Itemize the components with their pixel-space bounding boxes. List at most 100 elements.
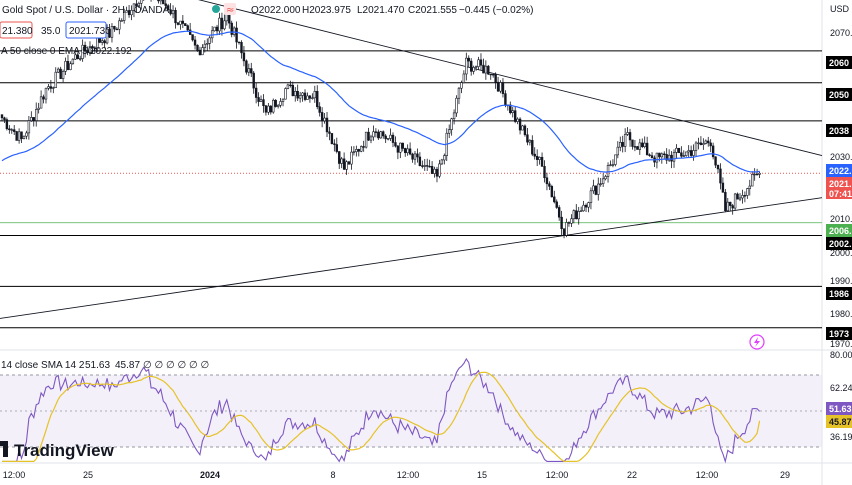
market-status-icon <box>212 5 220 13</box>
rsi-tick: 36.19 <box>830 432 852 442</box>
candle <box>32 117 35 127</box>
candle <box>342 152 346 171</box>
candle <box>306 92 309 101</box>
candle <box>140 0 143 10</box>
candle <box>86 46 89 56</box>
candle <box>301 91 304 102</box>
candle <box>122 8 126 24</box>
candle <box>3 116 6 124</box>
candles <box>0 0 761 239</box>
buy-button[interactable] <box>65 21 107 39</box>
candle <box>736 192 739 200</box>
candle <box>604 174 607 181</box>
candle <box>242 45 246 67</box>
level-tag-1986: 1986 <box>826 287 852 300</box>
flash-alert-icon[interactable] <box>749 334 765 350</box>
candle <box>513 106 517 124</box>
candle <box>391 132 395 148</box>
candle <box>645 136 649 156</box>
candle <box>540 152 544 167</box>
candle <box>320 107 324 128</box>
candle <box>687 145 690 158</box>
trendline-upper[interactable] <box>0 0 823 157</box>
candle <box>81 39 84 62</box>
candle <box>660 152 664 164</box>
candle <box>616 141 620 159</box>
candle <box>333 139 336 152</box>
candle <box>379 130 382 139</box>
time-tick: 12:00 <box>397 470 420 480</box>
candle <box>543 160 546 183</box>
candle <box>303 89 307 102</box>
candle <box>462 70 466 84</box>
candle <box>88 41 92 56</box>
candle <box>13 125 16 135</box>
rsi-tick: 80.00 <box>830 350 852 360</box>
candle <box>352 146 356 156</box>
ema-legend[interactable]: A 50 close 0 EMA 50 2022.192 <box>1 46 132 57</box>
candle <box>650 152 654 159</box>
rsi-axis[interactable]: 80.00 62.24 36.19 <box>830 350 852 442</box>
rsi-legend[interactable]: 14 close SMA 14 2 51.63 45.87 ∅ ∅ ∅ ∅ ∅ … <box>1 360 209 371</box>
candle <box>694 141 698 157</box>
candle <box>279 98 282 108</box>
trendlines <box>0 0 823 319</box>
candle <box>484 60 488 80</box>
candle <box>711 142 715 160</box>
candle <box>477 56 480 70</box>
price-tick: 2070.0 <box>830 28 852 38</box>
candle <box>316 85 319 110</box>
candle <box>535 149 539 167</box>
candle <box>494 72 497 89</box>
candle <box>433 166 436 178</box>
candle <box>472 65 475 75</box>
candle <box>35 102 38 127</box>
candle <box>460 80 463 94</box>
svg-text:2060: 2060 <box>829 58 849 68</box>
candle <box>25 130 28 140</box>
price-tick: 2000.0 <box>830 248 852 258</box>
sell-button[interactable] <box>0 21 33 39</box>
candle <box>369 134 373 144</box>
candle <box>108 24 111 38</box>
symbol-legend[interactable]: Gold Spot / U.S. Dollar · 2H · OANDA ≈ O… <box>2 3 534 16</box>
spread-value: 35.0 <box>41 26 61 37</box>
ema-50-line <box>1 30 760 173</box>
candle <box>201 44 204 56</box>
candle <box>611 159 615 168</box>
candle <box>758 171 761 178</box>
candle <box>132 3 136 18</box>
svg-text:1973: 1973 <box>829 329 849 339</box>
candle <box>272 98 275 114</box>
candle <box>257 92 260 107</box>
candle <box>560 210 563 236</box>
candle <box>20 131 23 144</box>
candle <box>83 41 87 58</box>
candle <box>184 23 187 26</box>
candle <box>641 138 644 149</box>
candle <box>93 46 97 53</box>
candle <box>733 192 737 211</box>
candle <box>709 139 712 153</box>
candle <box>550 184 554 198</box>
candle <box>8 125 11 134</box>
svg-text:1986: 1986 <box>829 289 849 299</box>
time-axis[interactable]: 12:00 25 2024 8 12:00 15 12:00 22 12:00 … <box>3 470 790 480</box>
level-tag-2006: 2006. <box>826 224 852 237</box>
price-axis[interactable]: USD 2070.0 2030.0 2010.0 2000.0 1990.0 1… <box>830 4 852 349</box>
candle <box>623 128 627 153</box>
rsi-sma-value-tag: 45.87 <box>826 415 852 428</box>
candle <box>318 102 321 117</box>
trendline-lower[interactable] <box>0 197 823 319</box>
candle <box>30 111 33 122</box>
candle <box>399 142 402 159</box>
candle <box>362 140 365 152</box>
candle <box>27 116 31 140</box>
candle <box>44 87 48 104</box>
candle <box>423 158 426 171</box>
candle <box>308 95 312 103</box>
candle <box>609 160 612 167</box>
candle <box>22 135 26 140</box>
candle <box>716 164 720 174</box>
